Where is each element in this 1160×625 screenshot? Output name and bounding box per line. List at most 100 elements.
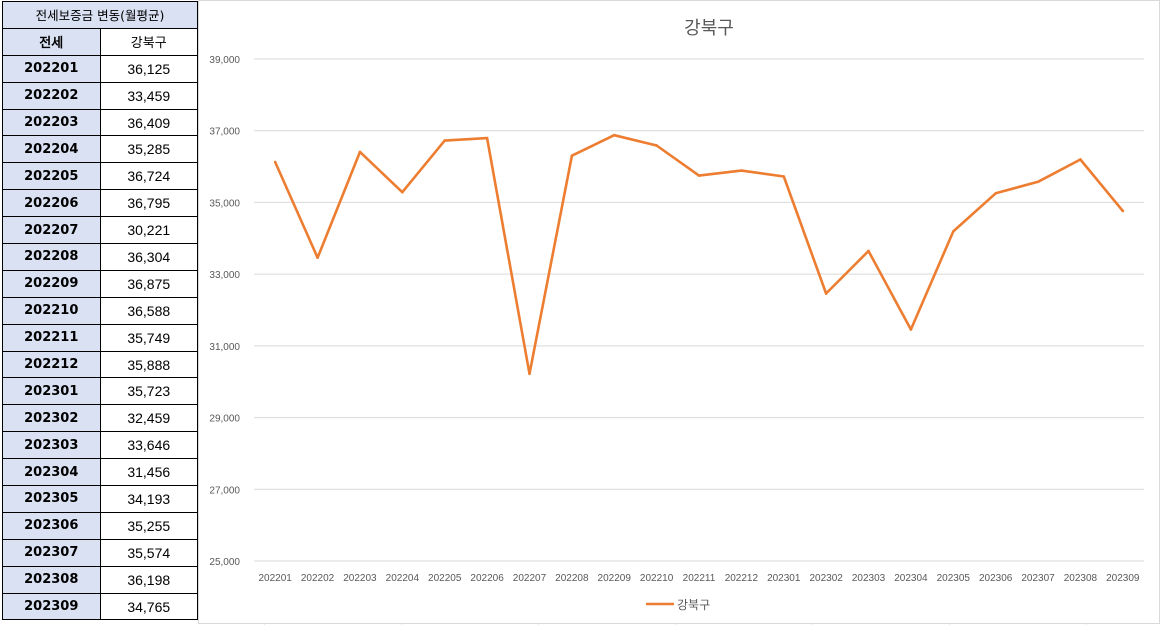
x-tick-label: 202301 [767, 573, 801, 584]
row-value-cell[interactable]: 36,409 [99, 108, 198, 137]
x-tick-label: 202302 [809, 573, 843, 584]
row-value-cell[interactable]: 31,456 [99, 458, 198, 487]
row-label-cell[interactable]: 202308 [2, 565, 101, 594]
row-label-cell[interactable]: 202204 [2, 135, 101, 164]
y-tick-label: 25,000 [209, 557, 240, 568]
row-label-cell[interactable]: 202309 [2, 592, 101, 621]
row-label-cell[interactable]: 202211 [2, 323, 101, 352]
row-value-cell[interactable]: 36,304 [99, 243, 198, 271]
line-chart: 강북구 25,000 27,000 29,000 31,000 33,000 35,000 3… [209, 18, 1144, 612]
row-label-cell[interactable]: 202203 [2, 108, 101, 137]
row-label-cell[interactable]: 202306 [2, 511, 101, 540]
table-row: 202210 36,588 [2, 296, 198, 325]
legend-label: 강북구 [677, 598, 710, 612]
x-tick-label: 202211 [683, 573, 716, 584]
row-label-cell[interactable]: 202201 [2, 54, 101, 83]
row-label-cell[interactable]: 202212 [2, 350, 101, 379]
data-point [1121, 209, 1125, 213]
row-label-cell[interactable]: 202209 [2, 269, 101, 298]
row-value-cell[interactable]: 36,795 [99, 189, 198, 218]
row-label-cell[interactable]: 202206 [2, 189, 101, 218]
table-header-row: 전세 강북구 [2, 27, 198, 56]
table-row: 202205 36,724 [2, 162, 198, 191]
table-row: 202211 35,749 [2, 323, 198, 352]
row-label-cell[interactable]: 202210 [2, 296, 101, 325]
row-value-cell[interactable]: 32,459 [99, 404, 198, 433]
row-value-cell[interactable]: 33,646 [99, 431, 198, 460]
row-label-cell[interactable]: 202207 [2, 216, 101, 245]
row-label-cell[interactable]: 202305 [2, 485, 101, 513]
data-point [697, 174, 701, 177]
table-row: 202306 35,255 [2, 511, 198, 540]
row-value-cell[interactable]: 34,193 [99, 485, 198, 513]
x-tick-label: 202208 [555, 573, 589, 584]
data-point [867, 249, 870, 253]
row-value-cell[interactable]: 33,459 [99, 81, 198, 110]
data-point [740, 169, 743, 172]
row-value-cell[interactable]: 30,221 [99, 216, 198, 245]
row-value-cell[interactable]: 35,574 [99, 538, 198, 567]
chart-area[interactable]: 강북구 25,000 27,000 29,000 31,000 33,000 35,000 3… [198, 0, 1160, 624]
table-row: 202304 31,456 [2, 458, 198, 487]
y-tick-label: 37,000 [209, 127, 240, 138]
x-tick-label: 202303 [852, 573, 886, 584]
data-point [782, 175, 786, 178]
col-header-district[interactable]: 강북구 [99, 27, 198, 56]
row-value-cell[interactable]: 35,723 [99, 377, 198, 406]
row-label-cell[interactable]: 202304 [2, 458, 101, 487]
table-title[interactable]: 전세보증금 변동(월평균) [2, 1, 198, 29]
data-point [612, 133, 616, 137]
row-label-cell[interactable]: 202302 [2, 404, 101, 433]
table-row: 202212 35,888 [2, 350, 198, 379]
x-tick-label: 202306 [979, 573, 1013, 584]
row-value-cell[interactable]: 35,888 [99, 350, 198, 379]
x-tick-label: 202201 [259, 573, 293, 584]
data-point [528, 372, 531, 376]
table-row: 202305 34,193 [2, 485, 198, 513]
series-line [273, 133, 1125, 376]
x-tick-label: 202308 [1064, 573, 1098, 584]
y-tick-label: 29,000 [209, 414, 240, 425]
row-label-cell[interactable]: 202202 [2, 81, 101, 110]
table-row: 202309 34,765 [2, 592, 198, 621]
row-value-cell[interactable]: 36,875 [99, 269, 198, 298]
row-label-cell[interactable]: 202303 [2, 431, 101, 460]
y-tick-label: 39,000 [209, 55, 240, 66]
data-point [401, 190, 404, 194]
y-tick-label: 27,000 [209, 485, 240, 496]
data-point [570, 154, 574, 157]
row-value-cell[interactable]: 35,255 [99, 511, 198, 540]
x-tick-label: 202304 [894, 573, 928, 584]
x-tick-label: 202305 [937, 573, 971, 584]
table-row: 202203 36,409 [2, 108, 198, 137]
row-value-cell[interactable]: 36,125 [99, 54, 198, 83]
col-header-jeonse[interactable]: 전세 [2, 27, 101, 56]
row-value-cell[interactable]: 34,765 [99, 592, 198, 621]
data-point [655, 144, 658, 147]
table-row: 202303 33,646 [2, 431, 198, 460]
row-value-cell[interactable]: 35,749 [99, 323, 198, 352]
y-tick-label: 33,000 [209, 270, 240, 281]
data-point [824, 292, 828, 295]
data-point [1036, 180, 1040, 184]
x-tick-label: 202202 [301, 573, 335, 584]
data-point [273, 160, 277, 164]
table-row: 202207 30,221 [2, 216, 198, 245]
row-label-cell[interactable]: 202301 [2, 377, 101, 406]
data-point [443, 139, 447, 142]
x-tick-label: 202307 [1021, 573, 1055, 584]
table-row: 202208 36,304 [2, 243, 198, 271]
table-row: 202204 35,285 [2, 135, 198, 164]
row-label-cell[interactable]: 202307 [2, 538, 101, 567]
row-value-cell[interactable]: 35,285 [99, 135, 198, 164]
row-value-cell[interactable]: 36,724 [99, 162, 198, 191]
row-label-cell[interactable]: 202205 [2, 162, 101, 191]
row-label-cell[interactable]: 202208 [2, 243, 101, 271]
x-tick-label: 202209 [598, 573, 632, 584]
row-value-cell[interactable]: 36,198 [99, 565, 198, 594]
data-point [909, 328, 913, 331]
table-row: 202301 35,723 [2, 377, 198, 406]
y-tick-label: 35,000 [209, 198, 240, 209]
row-value-cell[interactable]: 36,588 [99, 296, 198, 325]
data-point [1079, 158, 1082, 161]
